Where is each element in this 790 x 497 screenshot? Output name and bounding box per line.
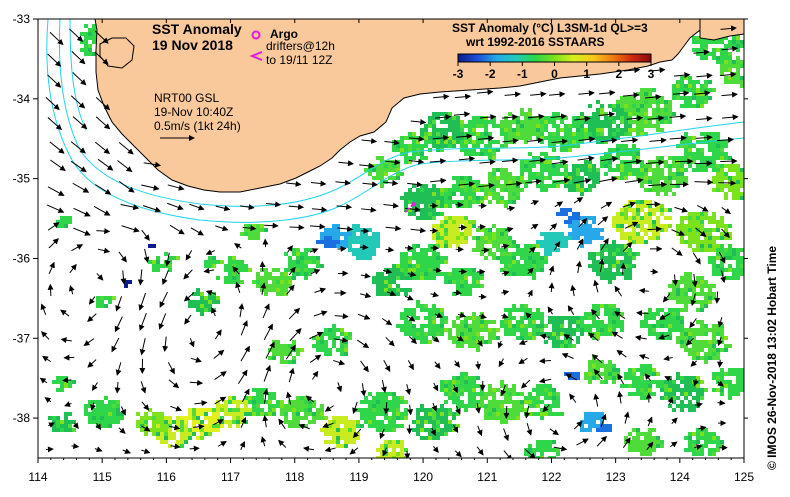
current-vector xyxy=(647,229,661,230)
current-vector xyxy=(650,271,657,272)
current-vector xyxy=(718,403,725,404)
longitude-tick-label: 118 xyxy=(285,470,304,484)
longitude-tick-label: 119 xyxy=(349,470,368,484)
latitude-tick-label: -35 xyxy=(13,172,31,186)
colorbar-tick-label: 1 xyxy=(583,67,590,81)
longitude-tick-label: 121 xyxy=(477,470,497,484)
colorbar-tick-label: -3 xyxy=(453,67,464,81)
longitude-tick-label: 122 xyxy=(541,470,561,484)
current-vector xyxy=(407,451,408,459)
latitude-tick-label: -36 xyxy=(13,251,31,265)
longitude-tick-label: 117 xyxy=(221,470,240,484)
current-vector xyxy=(190,448,199,449)
current-vector xyxy=(506,406,507,418)
colorbar-subtitle: wrt 1992-2016 SSTAARS xyxy=(465,35,605,49)
longitude-tick-label: 124 xyxy=(670,470,690,484)
current-vector xyxy=(289,227,303,228)
copyright-caption: © IMOS 26-Nov-2018 13:02 Hobart Time xyxy=(765,246,779,470)
current-vector xyxy=(718,183,735,184)
colorbar-tick-label: 0 xyxy=(551,67,558,81)
colorbar-tick-label: 2 xyxy=(615,67,622,81)
current-vector xyxy=(264,225,277,226)
current-vector xyxy=(551,283,552,292)
longitude-tick-label: 116 xyxy=(157,470,176,484)
current-vector xyxy=(338,249,346,250)
latitude-tick-label: -33 xyxy=(13,12,31,26)
current-vector xyxy=(720,161,736,162)
latitude-tick-label: -34 xyxy=(13,92,31,106)
map-date: 19 Nov 2018 xyxy=(152,37,233,53)
drifters-label: drifters@12h xyxy=(266,39,335,53)
current-vector xyxy=(481,250,488,251)
colorbar-tick-label: -1 xyxy=(517,67,528,81)
drifter-position xyxy=(411,202,415,206)
latitude-tick-label: -37 xyxy=(13,331,31,345)
current-vector xyxy=(405,248,413,249)
current-vector xyxy=(720,360,721,367)
current-scale-label: 0.5m/s (1kt 24h) xyxy=(154,119,241,133)
colorbar-tick-label: -2 xyxy=(485,67,496,81)
colorbar-gradient xyxy=(458,54,651,62)
longitude-tick-label: 123 xyxy=(606,470,626,484)
current-vector xyxy=(695,182,713,183)
current-vector xyxy=(63,380,71,381)
colorbar-tick-label: 3 xyxy=(648,67,655,81)
current-vector xyxy=(675,161,692,162)
longitude-tick-label: 125 xyxy=(734,470,754,484)
longitude-tick-label: 114 xyxy=(28,470,47,484)
current-vector xyxy=(540,361,551,362)
latitude-tick-label: -38 xyxy=(13,411,31,425)
longitude-tick-label: 120 xyxy=(413,470,433,484)
current-vector xyxy=(50,285,51,296)
map-title: SST Anomaly xyxy=(152,21,242,37)
colorbar-title: SST Anomaly (°C) L3SM-1d QL>=3 xyxy=(452,21,648,35)
current-vector xyxy=(646,204,659,205)
drifters-period: to 19/11 12Z xyxy=(266,53,333,67)
sst-patch xyxy=(148,244,156,248)
sst-patch xyxy=(84,396,124,428)
current-model-name: NRT00 GSL xyxy=(154,91,219,105)
longitude-tick-label: 115 xyxy=(93,470,112,484)
current-model-time: 19-Nov 10:40Z xyxy=(154,105,233,119)
